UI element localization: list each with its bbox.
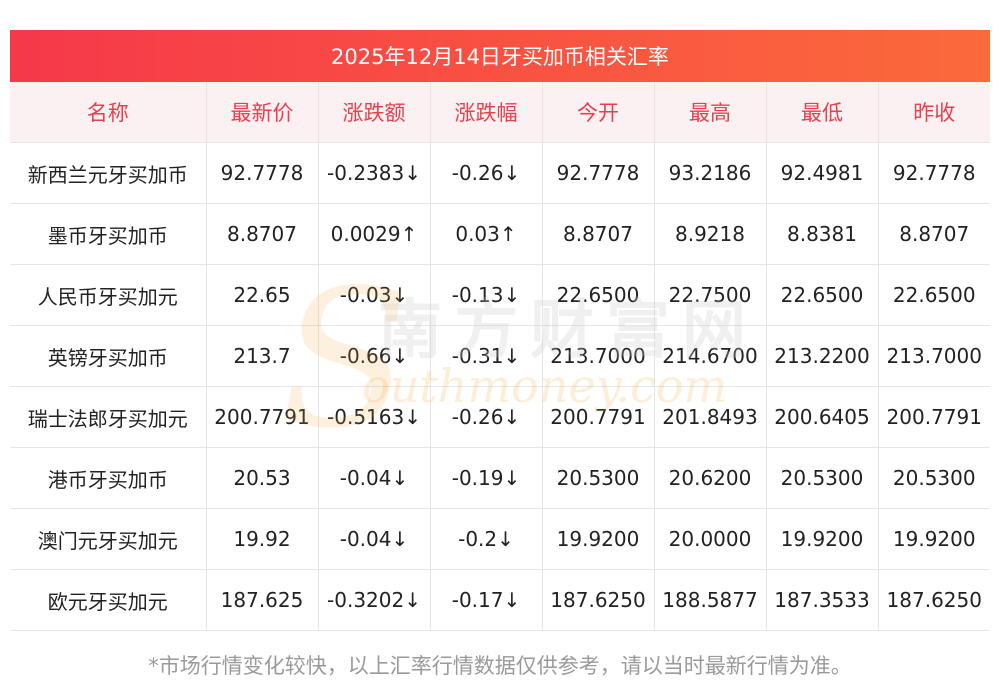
prev-close-cell: 200.7791 (878, 386, 990, 448)
table-row: 人民币牙买加元 22.65 -0.03↓ -0.13↓ 22.6500 22.7500 22… (10, 264, 990, 326)
latest-price-cell: 19.92 (206, 508, 319, 570)
table-row: 澳门元牙买加元 19.92 -0.04↓ -0.2↓ 19.9200 20.0000 19.… (10, 508, 990, 570)
column-header-change: 涨跌额 (318, 82, 431, 143)
change-percent-cell: -0.31↓ (430, 325, 543, 387)
pair-name-cell: 瑞士法郎牙买加元 (10, 386, 207, 448)
change-amount-cell: -0.04↓ (318, 447, 431, 509)
low-price-cell: 187.3533 (766, 569, 879, 631)
change-percent-cell: -0.19↓ (430, 447, 543, 509)
change-amount-cell: -0.2383↓ (318, 142, 431, 204)
table-row: 新西兰元牙买加币 92.7778 -0.2383↓ -0.26↓ 92.7778 93.2… (10, 142, 990, 204)
high-price-cell: 188.5877 (654, 569, 767, 631)
open-price-cell: 92.7778 (542, 142, 655, 204)
low-price-cell: 20.5300 (766, 447, 879, 509)
open-price-cell: 213.7000 (542, 325, 655, 387)
change-amount-cell: -0.3202↓ (318, 569, 431, 631)
table-row: 瑞士法郎牙买加元 200.7791 -0.5163↓ -0.26↓ 200.7791 20… (10, 386, 990, 448)
high-price-cell: 22.7500 (654, 264, 767, 326)
latest-price-cell: 187.625 (206, 569, 319, 631)
column-header-open: 今开 (542, 82, 655, 143)
disclaimer-note: *市场行情变化较快，以上汇率行情数据仅供参考，请以当时最新行情为准。 (148, 654, 852, 678)
high-price-cell: 93.2186 (654, 142, 767, 204)
table-row: 欧元牙买加元 187.625 -0.3202↓ -0.17↓ 187.6250 188.5… (10, 569, 990, 631)
exchange-rate-table: 名称 最新价 涨跌额 涨跌幅 今开 最高 最低 昨收 新西兰元牙买加币 92.77… (10, 82, 990, 631)
change-amount-cell: -0.5163↓ (318, 386, 431, 448)
high-price-cell: 8.9218 (654, 203, 767, 265)
low-price-cell: 92.4981 (766, 142, 879, 204)
column-header-prev-close: 昨收 (878, 82, 990, 143)
latest-price-cell: 22.65 (206, 264, 319, 326)
change-percent-cell: 0.03↑ (430, 203, 543, 265)
open-price-cell: 200.7791 (542, 386, 655, 448)
latest-price-cell: 213.7 (206, 325, 319, 387)
change-amount-cell: -0.66↓ (318, 325, 431, 387)
latest-price-cell: 200.7791 (206, 386, 319, 448)
prev-close-cell: 187.6250 (878, 569, 990, 631)
open-price-cell: 8.8707 (542, 203, 655, 265)
change-amount-cell: 0.0029↑ (318, 203, 431, 265)
high-price-cell: 214.6700 (654, 325, 767, 387)
column-header-name: 名称 (10, 82, 207, 143)
pair-name-cell: 新西兰元牙买加币 (10, 142, 207, 204)
low-price-cell: 8.8381 (766, 203, 879, 265)
open-price-cell: 187.6250 (542, 569, 655, 631)
pair-name-cell: 墨币牙买加币 (10, 203, 207, 265)
open-price-cell: 22.6500 (542, 264, 655, 326)
change-percent-cell: -0.17↓ (430, 569, 543, 631)
pair-name-cell: 欧元牙买加元 (10, 569, 207, 631)
table-row: 墨币牙买加币 8.8707 0.0029↑ 0.03↑ 8.8707 8.9218 8.83… (10, 203, 990, 265)
prev-close-cell: 213.7000 (878, 325, 990, 387)
column-header-high: 最高 (654, 82, 767, 143)
high-price-cell: 201.8493 (654, 386, 767, 448)
change-percent-cell: -0.13↓ (430, 264, 543, 326)
low-price-cell: 213.2200 (766, 325, 879, 387)
open-price-cell: 19.9200 (542, 508, 655, 570)
change-percent-cell: -0.26↓ (430, 142, 543, 204)
column-header-latest: 最新价 (206, 82, 319, 143)
latest-price-cell: 92.7778 (206, 142, 319, 204)
prev-close-cell: 20.5300 (878, 447, 990, 509)
prev-close-cell: 92.7778 (878, 142, 990, 204)
low-price-cell: 19.9200 (766, 508, 879, 570)
page-title: 2025年12月14日牙买加币相关汇率 (10, 30, 990, 82)
change-percent-cell: -0.2↓ (430, 508, 543, 570)
table-header-row: 名称 最新价 涨跌额 涨跌幅 今开 最高 最低 昨收 (10, 82, 990, 143)
change-amount-cell: -0.04↓ (318, 508, 431, 570)
prev-close-cell: 22.6500 (878, 264, 990, 326)
latest-price-cell: 8.8707 (206, 203, 319, 265)
column-header-low: 最低 (766, 82, 879, 143)
table-row: 英镑牙买加币 213.7 -0.66↓ -0.31↓ 213.7000 214.6700 2… (10, 325, 990, 387)
change-amount-cell: -0.03↓ (318, 264, 431, 326)
pair-name-cell: 港币牙买加币 (10, 447, 207, 509)
high-price-cell: 20.6200 (654, 447, 767, 509)
low-price-cell: 22.6500 (766, 264, 879, 326)
prev-close-cell: 19.9200 (878, 508, 990, 570)
pair-name-cell: 英镑牙买加币 (10, 325, 207, 387)
low-price-cell: 200.6405 (766, 386, 879, 448)
table-row: 港币牙买加币 20.53 -0.04↓ -0.19↓ 20.5300 20.6200 20.… (10, 447, 990, 509)
latest-price-cell: 20.53 (206, 447, 319, 509)
pair-name-cell: 澳门元牙买加元 (10, 508, 207, 570)
column-header-change-pct: 涨跌幅 (430, 82, 543, 143)
prev-close-cell: 8.8707 (878, 203, 990, 265)
pair-name-cell: 人民币牙买加元 (10, 264, 207, 326)
high-price-cell: 20.0000 (654, 508, 767, 570)
change-percent-cell: -0.26↓ (430, 386, 543, 448)
open-price-cell: 20.5300 (542, 447, 655, 509)
